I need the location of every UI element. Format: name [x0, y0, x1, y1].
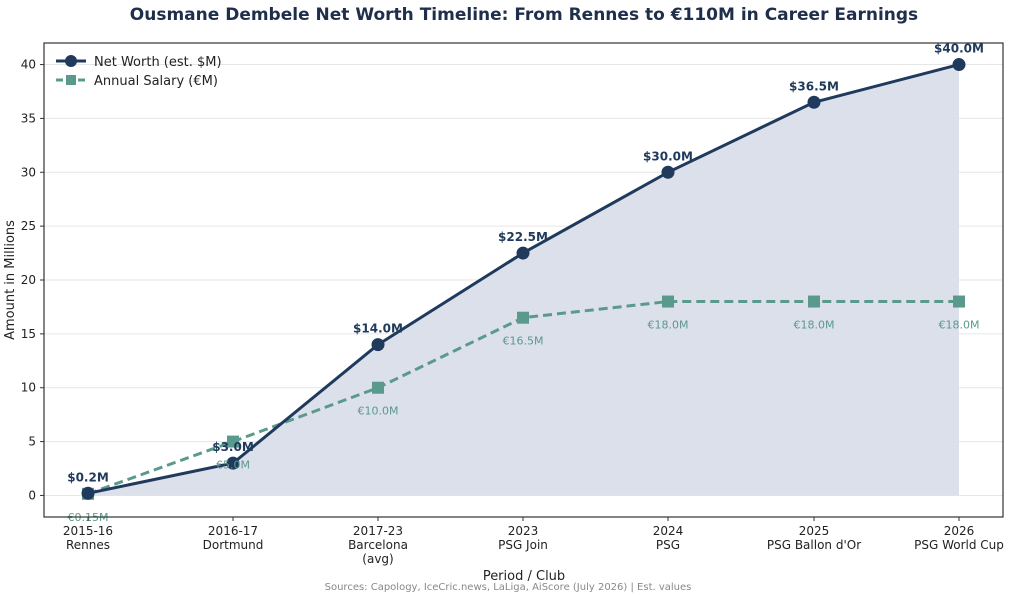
y-tick-label: 35: [21, 111, 36, 125]
y-tick-label: 5: [28, 435, 36, 449]
salary-data-label: €16.5M: [503, 335, 544, 348]
y-tick-label: 15: [21, 327, 36, 341]
x-tick-label: 2025 PSG Ballon d'Or: [767, 524, 861, 552]
chart-title: Ousmane Dembele Net Worth Timeline: From…: [130, 5, 918, 25]
net-worth-marker: [516, 246, 530, 260]
salary-data-label: €5.0M: [216, 459, 250, 472]
y-tick-label: 20: [21, 273, 36, 287]
salary-marker: [808, 295, 820, 308]
net-worth-data-label: $0.2M: [67, 470, 109, 484]
x-tick-label-line: 2016-17: [208, 524, 258, 538]
x-tick-label-line: PSG: [656, 538, 680, 552]
y-tick-label: 30: [21, 165, 36, 179]
salary-data-label: €10.0M: [358, 405, 399, 418]
salary-marker: [953, 295, 965, 308]
net-worth-data-label: $40.0M: [934, 42, 984, 56]
salary-data-label: €18.0M: [648, 319, 689, 332]
net-worth-data-label: $30.0M: [643, 149, 693, 163]
x-tick-label: 2015-16 Rennes: [63, 524, 113, 552]
salary-marker: [372, 381, 384, 394]
legend-net-worth-marker: [65, 55, 77, 67]
x-tick-label-line: (avg): [362, 552, 393, 566]
x-tick-label-line: PSG World Cup: [914, 538, 1004, 552]
x-tick-label: 2023 PSG Join: [498, 524, 548, 552]
net-worth-area: [88, 64, 959, 496]
y-tick-label: 25: [21, 219, 36, 233]
x-tick-label-line: 2025: [799, 524, 830, 538]
salary-marker: [517, 311, 529, 324]
legend-salary-text: Annual Salary (€M): [94, 74, 218, 89]
salary-marker: [227, 435, 239, 448]
x-tick-label-line: 2017-23: [353, 524, 403, 538]
y-tick-label: 40: [21, 58, 36, 72]
net-worth-marker: [81, 486, 95, 500]
x-tick-label-line: Barcelona: [348, 538, 408, 552]
net-worth-data-label: $22.5M: [498, 230, 548, 244]
x-tick-label-line: 2023: [508, 524, 539, 538]
x-tick-label: 2017-23 Barcelona (avg): [348, 524, 408, 566]
x-axis-label: Period / Club: [483, 569, 565, 584]
salary-marker: [662, 295, 674, 308]
data-markers: [81, 58, 966, 500]
x-tick-label: 2024 PSG: [653, 524, 684, 552]
net-worth-fill: [88, 64, 959, 496]
salary-data-label: €18.0M: [794, 319, 835, 332]
x-tick-label: 2016-17 Dortmund: [203, 524, 264, 552]
y-tick-label: 10: [21, 381, 36, 395]
salary-data-label: €18.0M: [939, 319, 980, 332]
net-worth-data-label: $36.5M: [789, 79, 839, 93]
x-tick-label-line: PSG Ballon d'Or: [767, 538, 861, 552]
x-tick-label-line: 2015-16: [63, 524, 113, 538]
x-tick-label-line: 2026: [944, 524, 975, 538]
data-labels: €0.15M€5.0M€10.0M€16.5M€18.0M €18.0M €18.0…: [67, 42, 984, 524]
x-tick-label: 2026 PSG World Cup: [914, 524, 1004, 552]
net-worth-marker: [226, 456, 240, 470]
net-worth-marker: [661, 165, 675, 179]
plot-frame: [43, 42, 1004, 518]
y-axis-label: Amount in Millions: [3, 220, 18, 340]
x-tick-label-line: Dortmund: [203, 538, 264, 552]
x-tick-label-line: Rennes: [66, 538, 110, 552]
net-worth-data-label: $3.0M: [212, 440, 254, 454]
net-worth-marker: [952, 58, 966, 72]
legend-salary-marker: [66, 75, 76, 85]
y-tick-label: 0: [28, 488, 36, 502]
net-worth-marker: [371, 338, 385, 352]
x-tick-label-line: 2024: [653, 524, 684, 538]
legend: Net Worth (est. $M) Annual Salary (€M): [56, 55, 222, 89]
net-worth-data-label: $14.0M: [353, 322, 403, 336]
legend-net-worth-text: Net Worth (est. $M): [94, 55, 222, 70]
source-note: Sources: Capology, IceCric.news, LaLiga,…: [325, 582, 692, 593]
x-tick-label-line: PSG Join: [498, 538, 548, 552]
net-worth-marker: [807, 95, 821, 109]
